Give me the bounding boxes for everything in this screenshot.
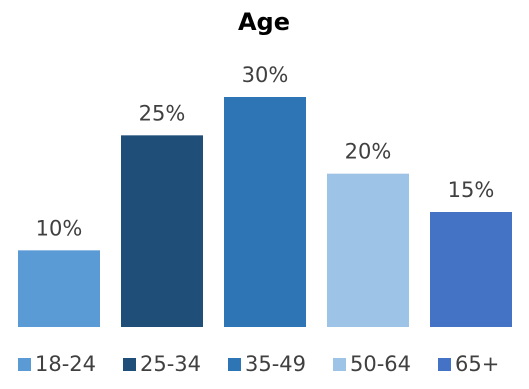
legend-label-35-49: 35-49 (245, 352, 306, 376)
legend: 18-24 25-34 35-49 50-64 65+ (18, 352, 499, 376)
data-labels-group: 10% 25% 30% 20% 15% (36, 63, 495, 240)
legend-swatch-50-64 (333, 358, 346, 371)
chart-title: Age (238, 8, 290, 36)
bar-35-49 (224, 97, 306, 327)
legend-swatch-25-34 (123, 358, 136, 371)
legend-label-65+: 65+ (455, 352, 499, 376)
legend-swatch-18-24 (18, 358, 31, 371)
legend-label-18-24: 18-24 (35, 352, 96, 376)
legend-swatch-65+ (438, 358, 451, 371)
legend-swatch-35-49 (228, 358, 241, 371)
legend-label-25-34: 25-34 (140, 352, 201, 376)
bar-25-34 (121, 135, 203, 327)
data-label-65+: 15% (448, 178, 495, 202)
legend-label-50-64: 50-64 (350, 352, 411, 376)
bars-group (18, 97, 512, 327)
bar-18-24 (18, 250, 100, 327)
data-label-18-24: 10% (36, 216, 83, 240)
bar-65+ (430, 212, 512, 327)
data-label-35-49: 30% (242, 63, 289, 87)
data-label-50-64: 20% (345, 140, 392, 164)
data-label-25-34: 25% (139, 101, 186, 125)
bar-50-64 (327, 173, 409, 327)
